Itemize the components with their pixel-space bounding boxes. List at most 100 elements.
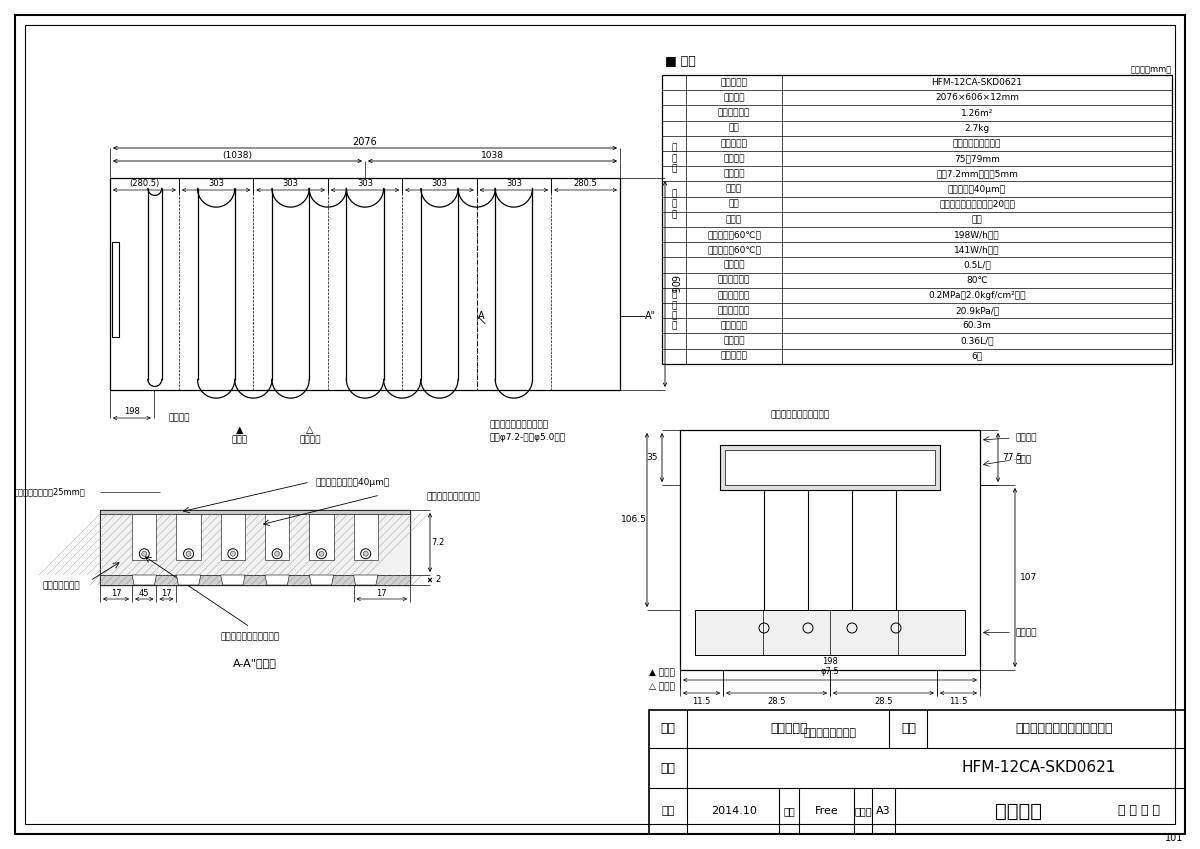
Text: 80℃: 80℃ <box>966 276 988 284</box>
Text: （単位：mm）: （単位：mm） <box>1130 65 1172 75</box>
Text: 2014.10: 2014.10 <box>712 806 757 816</box>
Text: 28.5: 28.5 <box>874 698 893 706</box>
Polygon shape <box>265 575 289 585</box>
Text: 303: 303 <box>282 178 299 188</box>
Text: 小小根太: 小小根太 <box>299 436 320 445</box>
Text: 0.36L/枚: 0.36L/枚 <box>960 336 994 346</box>
Text: 投入熱量（60℃）: 投入熱量（60℃） <box>707 230 761 239</box>
Bar <box>100 510 410 585</box>
Text: 28.5: 28.5 <box>767 698 786 706</box>
Text: ■ 仕様: ■ 仕様 <box>665 54 696 68</box>
Bar <box>680 430 980 670</box>
Text: なし: なし <box>972 215 983 224</box>
Text: 外径φ7.2-内径φ5.0ｍｍ: 外径φ7.2-内径φ5.0ｍｍ <box>490 432 566 441</box>
Bar <box>760 615 768 623</box>
Bar <box>649 710 1186 834</box>
Text: 有効放熱面積: 有効放熱面積 <box>718 109 750 117</box>
Text: 198: 198 <box>822 657 838 666</box>
Text: 架橋ポリエチレン管: 架橋ポリエチレン管 <box>953 139 1001 148</box>
Text: リンナイ: リンナイ <box>996 801 1043 820</box>
Text: ▲ 山折り: ▲ 山折り <box>649 668 674 678</box>
Circle shape <box>319 551 324 556</box>
Bar <box>110 178 620 390</box>
Text: 小根太（合板）: 小根太（合板） <box>42 582 80 590</box>
Text: 280.5: 280.5 <box>574 178 598 188</box>
Text: 型式: 型式 <box>660 762 676 774</box>
Bar <box>310 514 334 559</box>
Text: グリーンライン（25mm）: グリーンライン（25mm） <box>13 487 85 497</box>
Bar <box>221 514 245 559</box>
Text: 表面材（アルミ箔40μm）: 表面材（アルミ箔40μm） <box>316 477 390 486</box>
Text: 107: 107 <box>1020 573 1038 582</box>
Text: 2076×606×12mm: 2076×606×12mm <box>935 93 1019 102</box>
Polygon shape <box>354 575 378 585</box>
Bar <box>804 615 812 623</box>
Text: 架橋ポリエチレンパイプ: 架橋ポリエチレンパイプ <box>770 411 829 419</box>
Text: 外形寸法: 外形寸法 <box>724 93 745 102</box>
Text: 35: 35 <box>647 453 658 462</box>
Text: 17: 17 <box>161 588 172 598</box>
Text: 6本: 6本 <box>972 351 983 361</box>
Text: 20.9kPa/枚: 20.9kPa/枚 <box>955 306 1000 315</box>
Bar <box>720 445 940 490</box>
Text: 11.5: 11.5 <box>692 698 710 706</box>
Text: △: △ <box>306 425 313 435</box>
Text: 品名: 品名 <box>901 722 917 735</box>
Text: 0.2MPa（2.0kgf/cm²　）: 0.2MPa（2.0kgf/cm² ） <box>929 291 1026 300</box>
Text: 141W/h・枚: 141W/h・枚 <box>954 245 1000 255</box>
Text: φ7.5: φ7.5 <box>821 667 839 677</box>
Text: サイズ: サイズ <box>854 806 872 816</box>
Bar <box>100 514 410 575</box>
Text: (1038): (1038) <box>222 150 252 160</box>
Bar <box>112 242 119 337</box>
Text: A-A"詳細図: A-A"詳細図 <box>233 658 277 668</box>
Text: ヘッダー: ヘッダー <box>169 413 191 423</box>
Text: 名称・型式: 名称・型式 <box>720 78 748 87</box>
Polygon shape <box>176 575 200 585</box>
Text: 質量: 質量 <box>728 124 739 132</box>
Text: バンド: バンド <box>1015 456 1031 464</box>
Circle shape <box>230 551 235 556</box>
Text: 基材: 基材 <box>728 200 739 209</box>
Text: ヘッダー部詳細図: ヘッダー部詳細図 <box>804 728 857 738</box>
Text: ▲: ▲ <box>236 425 244 435</box>
Bar <box>176 514 200 559</box>
Text: 管サイズ: 管サイズ <box>724 169 745 178</box>
Text: 管ピッチ: 管ピッチ <box>724 155 745 163</box>
Text: 2.7kg: 2.7kg <box>965 124 990 132</box>
Text: 2: 2 <box>436 576 440 584</box>
Text: 11.5: 11.5 <box>949 698 967 706</box>
Bar <box>892 615 900 623</box>
Bar <box>848 615 856 623</box>
Text: HFM-12CA-SKD0621: HFM-12CA-SKD0621 <box>931 78 1022 87</box>
Circle shape <box>275 551 280 556</box>
Text: Free: Free <box>815 806 839 816</box>
Text: 0.5L/分: 0.5L/分 <box>964 261 991 269</box>
Text: 標準流量: 標準流量 <box>724 261 745 269</box>
Text: 設
計
関
係: 設 計 関 係 <box>671 290 677 331</box>
Text: 外形寸法図: 外形寸法図 <box>770 722 808 735</box>
Text: 101: 101 <box>1165 833 1183 843</box>
Text: 1.26m²: 1.26m² <box>961 109 994 117</box>
Bar <box>100 575 410 585</box>
Bar <box>100 510 410 514</box>
Text: アルミ箔（40μm）: アルミ箔（40μm） <box>948 184 1006 194</box>
Text: 45: 45 <box>139 588 150 598</box>
Text: 2076: 2076 <box>353 137 377 147</box>
Circle shape <box>186 551 191 556</box>
Bar <box>354 514 378 559</box>
Polygon shape <box>132 575 156 585</box>
Text: 77.5: 77.5 <box>1002 453 1022 462</box>
Text: 材質・材料: 材質・材料 <box>720 139 748 148</box>
Text: 17: 17 <box>110 588 121 598</box>
Text: 名称: 名称 <box>660 722 676 735</box>
Polygon shape <box>310 575 334 585</box>
Text: 小根太: 小根太 <box>232 436 248 445</box>
Text: (280.5): (280.5) <box>130 178 160 188</box>
Text: 303: 303 <box>432 178 448 188</box>
Text: 株 式 会 社: 株 式 会 社 <box>1118 805 1160 818</box>
Text: 198W/h・枚: 198W/h・枚 <box>954 230 1000 239</box>
Bar <box>132 514 156 559</box>
Bar <box>265 514 289 559</box>
Text: 放
熱
管: 放 熱 管 <box>671 143 677 173</box>
